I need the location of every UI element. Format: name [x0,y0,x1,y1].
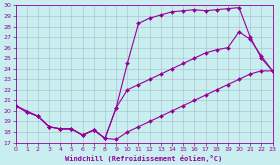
X-axis label: Windchill (Refroidissement éolien,°C): Windchill (Refroidissement éolien,°C) [66,155,223,162]
